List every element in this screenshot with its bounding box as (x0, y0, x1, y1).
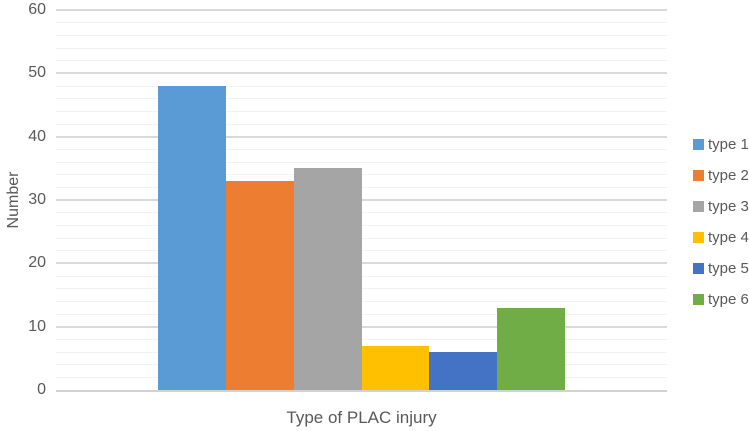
y-tick-label: 60 (28, 1, 46, 18)
legend-item-type-3: type 3 (693, 198, 749, 215)
legend-item-type-5: type 5 (693, 260, 749, 277)
minor-gridline (56, 47, 667, 49)
major-gridline (56, 9, 667, 11)
minor-gridline (56, 98, 667, 100)
y-tick-label: 40 (28, 127, 46, 145)
minor-gridline (56, 60, 667, 62)
bar-type-4 (361, 345, 430, 390)
minor-gridline (56, 22, 667, 24)
bar-type-5 (429, 352, 498, 390)
legend-label: type 1 (708, 136, 749, 153)
bar-type-6 (497, 307, 566, 390)
bar-type-1 (158, 86, 226, 390)
x-axis-title: Type of PLAC injury (286, 408, 437, 427)
legend-swatch-type-2 (693, 170, 704, 181)
minor-gridline (56, 161, 667, 163)
legend-swatch-type-5 (693, 263, 704, 274)
bar-type-3 (293, 168, 362, 390)
y-tick-label: 0 (37, 381, 46, 398)
legend-label: type 4 (708, 229, 749, 246)
legend-label: type 2 (708, 167, 749, 184)
legend: type 1 type 2 type 3 type 4 type 5 type 6 (693, 136, 749, 308)
legend-swatch-type-6 (693, 294, 704, 305)
y-tick-label: 50 (28, 64, 46, 82)
legend-label: type 3 (708, 198, 749, 215)
legend-item-type-1: type 1 (693, 136, 749, 153)
y-tick-label: 30 (28, 191, 46, 208)
legend-swatch-type-1 (693, 139, 704, 150)
y-axis-tick-labels: 0 10 20 30 40 50 60 (0, 0, 46, 431)
legend-item-type-4: type 4 (693, 229, 749, 246)
legend-label: type 5 (708, 260, 749, 277)
minor-gridline (56, 85, 667, 87)
legend-label: type 6 (708, 291, 749, 308)
minor-gridline (56, 34, 667, 36)
legend-swatch-type-3 (693, 201, 704, 212)
y-tick-label: 20 (28, 254, 46, 272)
minor-gridline (56, 148, 667, 150)
major-gridline (56, 72, 667, 75)
bar-type-2 (225, 181, 294, 390)
minor-gridline (56, 123, 667, 125)
plot-area (56, 9, 667, 392)
legend-swatch-type-4 (693, 232, 704, 243)
legend-item-type-2: type 2 (693, 167, 749, 184)
major-gridline (56, 135, 667, 138)
legend-item-type-6: type 6 (693, 291, 749, 308)
minor-gridline (56, 110, 667, 112)
y-tick-label: 10 (28, 317, 46, 335)
